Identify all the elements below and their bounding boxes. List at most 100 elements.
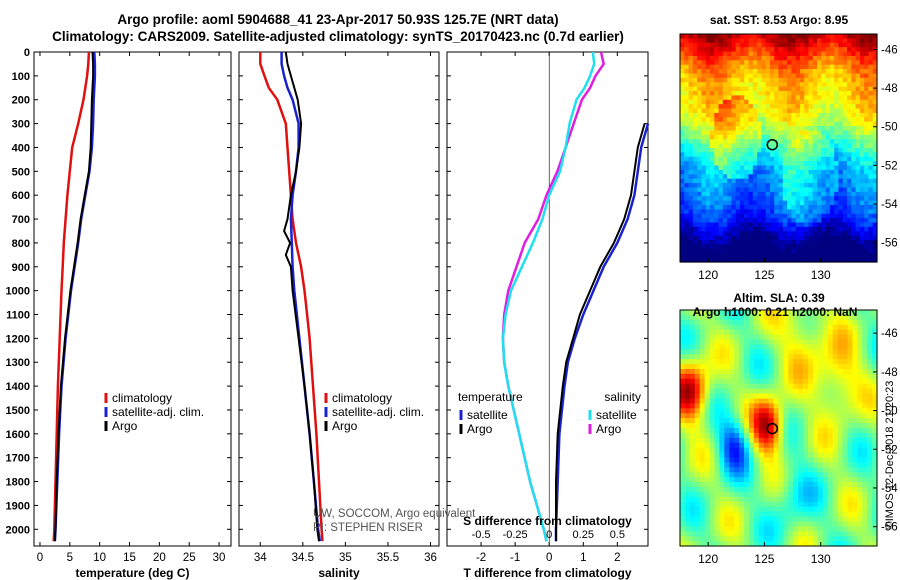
map-cell (808, 200, 814, 206)
map-cell (864, 126, 870, 132)
map-cell (867, 373, 873, 380)
map-cell (688, 112, 694, 118)
map-cell (758, 526, 765, 532)
map-cell (680, 452, 686, 459)
map-cell (735, 231, 741, 237)
map-cell (847, 447, 853, 454)
map-cell (859, 108, 865, 114)
map-cell (689, 373, 696, 380)
map-cell (834, 64, 840, 70)
y-tick-label: 2000 (6, 524, 30, 536)
map-cell (821, 161, 827, 167)
map-cell (838, 139, 844, 145)
map-cell (714, 156, 720, 162)
map-cell (812, 511, 819, 518)
map-cell (769, 126, 775, 132)
map-cell (868, 69, 874, 75)
map-cell (684, 191, 690, 197)
map-cell (697, 38, 703, 44)
map-cell (704, 437, 711, 444)
map-cell (694, 413, 701, 419)
map-cell (714, 248, 720, 254)
map-cell (684, 126, 690, 132)
map-cell (765, 240, 771, 246)
map-cell (765, 209, 771, 215)
map-cell (714, 398, 720, 405)
map-cell (697, 73, 703, 79)
map-cell (718, 108, 724, 114)
map-cell (803, 418, 809, 424)
map-cell (808, 369, 814, 375)
map-cell (684, 511, 691, 518)
map-cell (689, 531, 696, 537)
map-cell (838, 240, 844, 246)
map-cell (864, 148, 870, 153)
map-cell (872, 413, 878, 419)
map-cell (783, 364, 789, 370)
map-cell (709, 452, 716, 459)
map-cell (689, 344, 696, 350)
map-cells (680, 310, 878, 547)
map-cell (774, 77, 780, 83)
map-cell (795, 60, 801, 66)
map-cell (724, 526, 730, 532)
map-cell (769, 64, 775, 70)
map-cell (821, 244, 827, 250)
map-cell (852, 369, 858, 375)
map-cell (709, 257, 715, 263)
map-cell (758, 393, 765, 400)
map-cell (793, 319, 799, 326)
map-cell (769, 95, 775, 101)
map-cell (788, 373, 794, 380)
map-cell (739, 86, 745, 92)
y-tick-label: 700 (12, 214, 30, 226)
map-cell (709, 248, 715, 254)
map-cell (753, 393, 760, 400)
map-cell (697, 213, 703, 219)
map-cell (768, 310, 775, 316)
map-cell (761, 134, 767, 140)
map-cell (829, 77, 835, 83)
map-cell (798, 408, 804, 414)
climatology-line (259, 52, 324, 542)
map-cell (862, 506, 868, 513)
map-cell (859, 86, 865, 92)
map-cell (859, 222, 865, 228)
map-cell (688, 42, 694, 48)
map-cell (851, 235, 857, 241)
map-cell (851, 205, 857, 210)
map-cell (825, 143, 831, 149)
map-cell (722, 82, 728, 88)
map-cell (735, 34, 741, 39)
map-cell (689, 447, 696, 454)
map-cell (868, 108, 874, 114)
map-cell (684, 222, 690, 228)
x-tick-label: 25 (183, 552, 196, 564)
map-cell (782, 64, 788, 70)
map-cell (842, 213, 848, 219)
map-cell (808, 191, 814, 197)
map-cell (793, 526, 799, 532)
map-cell (782, 213, 788, 219)
map-cell (769, 174, 775, 180)
map-cell (684, 314, 691, 321)
map-cell (862, 437, 868, 444)
map-cell (859, 73, 865, 79)
map-cell (694, 477, 701, 483)
map-cell (791, 156, 797, 162)
map-cell (778, 383, 785, 390)
map-cell (748, 42, 754, 48)
map-cell (753, 378, 760, 385)
map-cell (765, 34, 771, 39)
map-cell (778, 156, 784, 162)
map-cell (838, 235, 844, 241)
map-cell (862, 388, 868, 395)
map-cell (821, 117, 827, 123)
map-cell (834, 91, 840, 96)
map-cell (867, 472, 873, 478)
map-cell (852, 447, 858, 454)
map-cell (862, 319, 868, 326)
map-cell (701, 209, 707, 215)
map-cell (684, 418, 691, 424)
map-cell (734, 467, 740, 473)
